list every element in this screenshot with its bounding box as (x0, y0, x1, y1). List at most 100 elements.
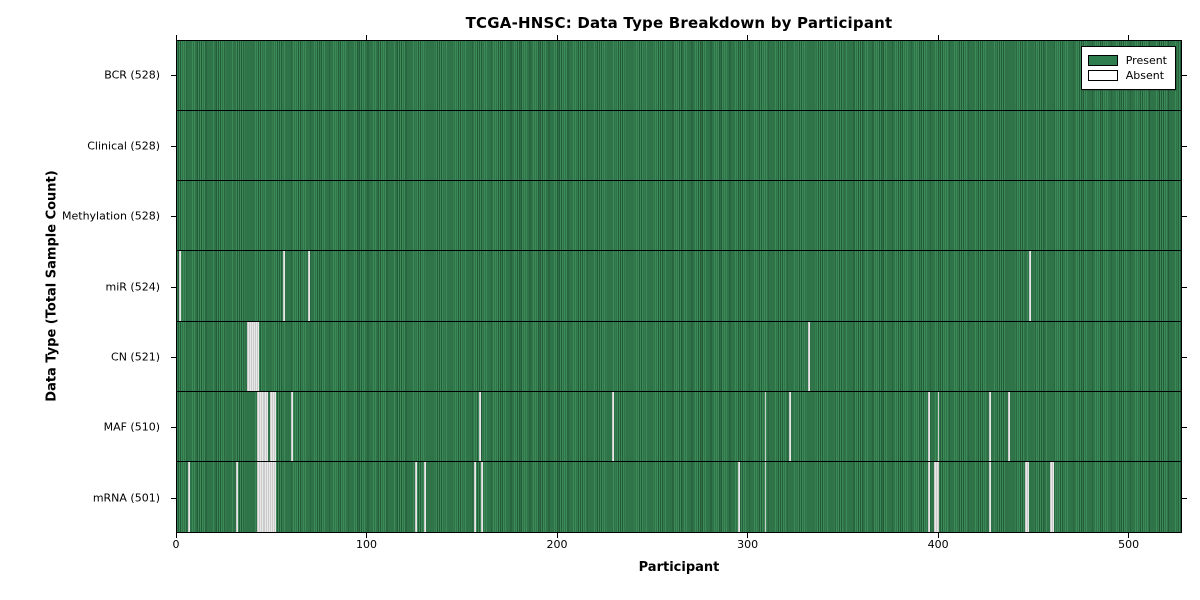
absent-bar (188, 461, 191, 532)
y-tick (171, 497, 176, 499)
x-tick (556, 35, 558, 40)
y-tick-label: BCR (528) (104, 68, 160, 82)
x-tick-label: 500 (1118, 538, 1140, 551)
y-tick (1182, 356, 1187, 358)
absent-bar (235, 461, 238, 532)
y-tick (171, 216, 176, 218)
absent-bar (262, 461, 265, 532)
x-tick-label: 0 (172, 538, 180, 551)
x-tick-label: 300 (737, 538, 759, 551)
absent-bar (928, 461, 930, 532)
absent-bar (1051, 461, 1054, 532)
chart-title: TCGA-HNSC: Data Type Breakdown by Partic… (465, 14, 893, 32)
absent-bar (256, 391, 259, 461)
x-tick (937, 533, 939, 538)
absent-bar (1007, 391, 1010, 461)
row-maf (177, 391, 1181, 462)
absent-bar (253, 321, 255, 391)
absent-bar (473, 461, 476, 532)
absent-bar (612, 391, 615, 461)
legend: Present Absent (1080, 46, 1176, 90)
absent-bar (256, 461, 259, 532)
absent-bar (256, 321, 259, 391)
x-axis-label: Participant (638, 560, 720, 575)
absent-bar (1026, 461, 1029, 532)
x-tick-label: 400 (927, 538, 949, 551)
absent-bar (262, 391, 265, 461)
absent-bar (1028, 251, 1031, 321)
x-tick-label: 200 (546, 538, 568, 551)
y-tick (1182, 497, 1187, 499)
absent-bar (260, 461, 263, 532)
absent-bar (424, 461, 427, 532)
absent-bar (283, 251, 286, 321)
absent-bar (988, 461, 991, 532)
absent-bar (937, 391, 940, 461)
absent-bar (258, 461, 261, 532)
absent-bar (273, 461, 276, 532)
absent-bar (272, 391, 274, 461)
absent-bar (264, 461, 267, 532)
absent-bar (479, 391, 482, 461)
absent-bar (266, 461, 269, 532)
absent-bar (178, 251, 181, 321)
absent-bar (268, 461, 271, 532)
legend-absent-label: Absent (1125, 69, 1165, 82)
absent-bar (937, 461, 940, 532)
y-tick (171, 356, 176, 358)
x-tick (366, 35, 368, 40)
absent-bar (928, 391, 930, 461)
y-tick-label: mRNA (501) (92, 491, 160, 505)
absent-bar (260, 391, 263, 461)
absent-bar (1025, 461, 1027, 532)
y-tick (1182, 145, 1187, 147)
y-tick (1182, 427, 1187, 429)
absent-bar (249, 321, 252, 391)
absent-bar (291, 391, 293, 461)
y-tick-label: Methylation (528) (62, 209, 160, 223)
x-tick (366, 533, 368, 538)
x-tick (175, 35, 177, 40)
y-tick (1182, 286, 1187, 288)
x-tick (937, 35, 939, 40)
absent-bar (264, 391, 267, 461)
y-tick-labels: BCR (528) Clinical (528) Methylation (528)… (0, 40, 168, 533)
row-cn (177, 321, 1181, 392)
absent-bar (273, 391, 276, 461)
y-tick (171, 427, 176, 429)
absent-bar (1049, 461, 1052, 532)
absent-bar (789, 391, 792, 461)
y-tick-label: MAF (510) (103, 420, 160, 434)
row-bcr (177, 41, 1181, 112)
absent-bar (935, 461, 938, 532)
y-tick-label: CN (521) (111, 350, 160, 364)
y-tick (171, 75, 176, 77)
row-clinical (177, 111, 1181, 182)
absent-bar (266, 391, 269, 461)
absent-bar (988, 391, 991, 461)
legend-present-label: Present (1125, 54, 1167, 67)
absent-bar (254, 321, 257, 391)
absent-bar (272, 461, 274, 532)
row-mrna (177, 461, 1181, 532)
y-tick (1182, 216, 1187, 218)
y-tick (171, 145, 176, 147)
x-tick (747, 533, 749, 538)
absent-swatch (1087, 70, 1118, 81)
absent-bar (247, 321, 250, 391)
y-tick-label: Clinical (528) (87, 139, 160, 153)
present-swatch (1087, 55, 1118, 66)
absent-bar (414, 461, 417, 532)
y-tick (171, 286, 176, 288)
x-tick-labels: 0 100 200 300 400 500 (172, 538, 1182, 552)
x-tick (556, 533, 558, 538)
row-mir (177, 251, 1181, 322)
absent-bar (481, 461, 484, 532)
absent-bar (258, 391, 261, 461)
plot-area: Present Absent (176, 40, 1182, 533)
absent-bar (308, 251, 311, 321)
y-tick (1182, 75, 1187, 77)
absent-bar (270, 461, 273, 532)
absent-bar (764, 391, 767, 461)
